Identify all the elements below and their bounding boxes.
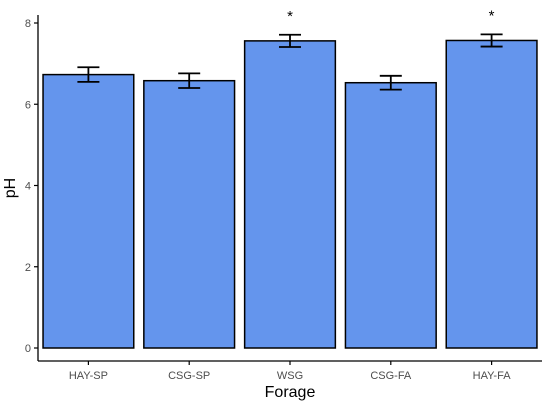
x-tick-label: WSG xyxy=(277,370,303,382)
y-tick-label: 2 xyxy=(25,262,31,274)
annotations-layer: * * xyxy=(287,7,495,24)
error-bar-csg-sp xyxy=(178,72,201,89)
x-tick-label: CSG-SP xyxy=(168,370,210,382)
error-bar-hay-fa xyxy=(480,33,503,48)
bar-csg-sp xyxy=(143,79,236,349)
bar-wsg xyxy=(243,40,337,349)
x-tick-label: CSG-FA xyxy=(370,370,412,382)
axes-layer: 0 2 4 6 8 HAY-SP CSG-SP WSG CSG-FA HAY-FA xyxy=(25,15,542,382)
error-bar-hay-sp xyxy=(77,66,100,83)
error-bars-layer xyxy=(77,33,503,91)
error-bar-csg-fa xyxy=(379,74,402,91)
x-tick-label: HAY-FA xyxy=(473,370,512,382)
error-bar-wsg xyxy=(279,33,301,48)
y-axis-title: pH xyxy=(2,178,19,198)
bar-hay-fa xyxy=(445,39,538,349)
x-axis-title: Forage xyxy=(265,384,316,401)
y-tick-label: 8 xyxy=(25,18,31,30)
bars-layer xyxy=(42,39,538,349)
bar-hay-sp xyxy=(42,73,135,349)
significance-marker-hay-fa: * xyxy=(489,7,495,24)
y-tick-label: 0 xyxy=(25,343,31,355)
x-tick-label: HAY-SP xyxy=(69,370,108,382)
significance-marker-wsg: * xyxy=(287,8,293,25)
y-tick-label: 4 xyxy=(25,181,31,193)
y-tick-label: 6 xyxy=(25,99,31,111)
bar-csg-fa xyxy=(344,81,437,349)
